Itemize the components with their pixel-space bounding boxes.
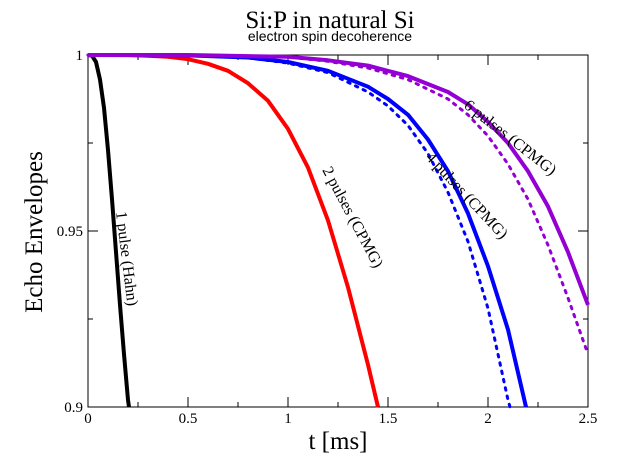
- y-tick-label: 0.9: [64, 400, 83, 416]
- series-line-5-dotted: [86, 53, 590, 356]
- x-tick-label: 1: [284, 411, 292, 427]
- label-4-pulses-cpmg: 4 pulses (CPMG): [422, 149, 511, 243]
- chart-subtitle: electron spin decoherence: [248, 28, 412, 44]
- series-line-3-dotted: [86, 53, 512, 409]
- x-tick-label: 2: [484, 411, 492, 427]
- series-lines: [86, 53, 590, 409]
- x-tick-label: 1.5: [379, 411, 398, 427]
- x-tick-label: 2.5: [579, 411, 598, 427]
- x-tick-label: 0.5: [179, 411, 198, 427]
- x-axis-label: t [ms]: [308, 428, 367, 455]
- series-line-2: [87, 53, 528, 408]
- tick-labels: 0 0.5 1 1.5 2 2.5 0.9 0.95 1: [57, 48, 598, 427]
- y-tick-label: 1: [76, 48, 84, 64]
- y-tick-label: 0.95: [57, 224, 83, 240]
- chart-title: Si:P in natural Si: [245, 7, 414, 34]
- y-axis-label: Echo Envelopes: [21, 151, 48, 313]
- series-line-0: [87, 53, 131, 408]
- x-tick-label: 0: [84, 411, 92, 427]
